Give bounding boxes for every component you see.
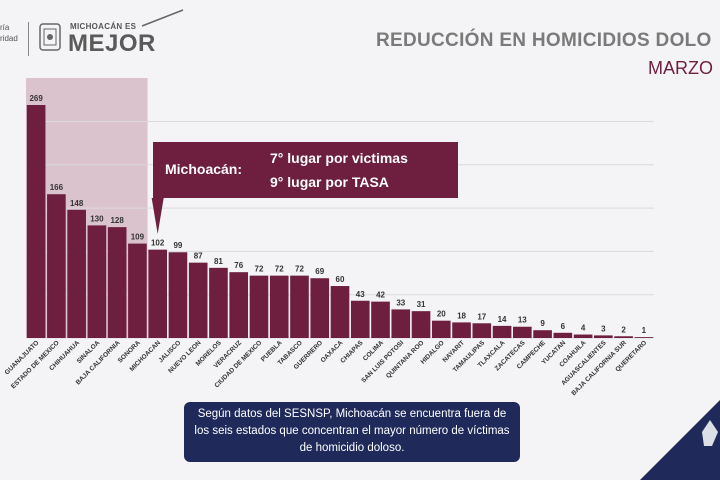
data-label: 20 bbox=[437, 310, 446, 319]
bar bbox=[209, 267, 228, 338]
bar bbox=[269, 275, 289, 338]
data-label: 1 bbox=[642, 326, 647, 335]
data-label: 76 bbox=[234, 261, 243, 270]
bar bbox=[128, 243, 147, 338]
callout-victims-rank: 7° lugar por victimas bbox=[270, 150, 408, 166]
data-label: 43 bbox=[356, 290, 365, 299]
data-label: 109 bbox=[131, 233, 145, 242]
data-label: 87 bbox=[194, 252, 203, 261]
bar bbox=[148, 249, 167, 338]
data-label: 4 bbox=[581, 324, 586, 333]
bar bbox=[513, 326, 532, 338]
bar bbox=[67, 209, 86, 338]
callout-pointer bbox=[151, 198, 164, 234]
data-label: 31 bbox=[417, 300, 426, 309]
data-label: 18 bbox=[457, 311, 466, 320]
callout-rate-rank: 9° lugar por TASA bbox=[270, 174, 389, 190]
bar bbox=[249, 275, 269, 338]
logo-divider bbox=[28, 22, 29, 56]
bar bbox=[310, 278, 330, 338]
bar bbox=[107, 227, 127, 338]
data-label: 42 bbox=[376, 291, 385, 300]
data-label: 14 bbox=[498, 315, 507, 324]
data-label: 81 bbox=[214, 257, 223, 266]
data-label: 9 bbox=[540, 319, 545, 328]
sesnsp-note: Según datos del SESNSP, Michoacán se enc… bbox=[184, 402, 520, 462]
data-label: 69 bbox=[315, 267, 324, 276]
bar bbox=[573, 334, 593, 338]
bar bbox=[391, 309, 411, 338]
data-label: 13 bbox=[518, 316, 527, 325]
bar bbox=[330, 286, 350, 338]
gov-text-line1: ría bbox=[0, 23, 10, 32]
bar bbox=[188, 262, 208, 338]
data-label: 130 bbox=[90, 214, 104, 223]
data-label: 17 bbox=[477, 312, 486, 321]
bar bbox=[553, 332, 573, 338]
data-label: 2 bbox=[621, 325, 626, 334]
bar bbox=[634, 337, 654, 338]
data-label: 3 bbox=[601, 324, 606, 333]
data-label: 60 bbox=[336, 275, 345, 284]
callout-state: Michoacán: bbox=[165, 161, 243, 177]
bar bbox=[47, 194, 66, 338]
category-label: CHIAPAS bbox=[339, 339, 365, 365]
bar bbox=[26, 105, 46, 338]
bar bbox=[533, 330, 552, 338]
data-label: 128 bbox=[110, 216, 124, 225]
bar bbox=[452, 322, 471, 338]
bar bbox=[290, 275, 309, 338]
bar bbox=[168, 252, 188, 338]
data-label: 99 bbox=[173, 241, 182, 250]
bar bbox=[371, 301, 390, 338]
bar bbox=[411, 311, 431, 338]
bar bbox=[472, 323, 492, 338]
data-label: 102 bbox=[151, 239, 165, 248]
data-label: 72 bbox=[295, 265, 304, 274]
bar bbox=[614, 336, 633, 338]
bar bbox=[492, 325, 512, 338]
data-label: 166 bbox=[50, 183, 64, 192]
brand-top: MICHOACÁN ES bbox=[70, 22, 137, 31]
data-label: 148 bbox=[70, 199, 84, 208]
cable-car-icon bbox=[141, 9, 184, 27]
header-logos: ría ridad MICHOACÁN ES MEJOR bbox=[0, 8, 200, 58]
data-label: 6 bbox=[561, 322, 566, 331]
category-label: GUANAJUATO bbox=[4, 339, 41, 376]
brand-logo: MEJOR bbox=[68, 30, 156, 57]
state-seal-icon bbox=[39, 23, 61, 51]
data-label: 72 bbox=[275, 265, 284, 274]
bar bbox=[594, 335, 613, 338]
data-label: 72 bbox=[255, 265, 264, 274]
data-label: 269 bbox=[29, 94, 43, 103]
data-label: 33 bbox=[396, 298, 405, 307]
gov-text: ría ridad bbox=[0, 22, 18, 44]
bar bbox=[350, 300, 370, 338]
page-subtitle: MARZO bbox=[648, 58, 713, 78]
michoacan-callout: Michoacán: 7° lugar por victimas 9° luga… bbox=[153, 142, 458, 198]
bar bbox=[431, 320, 451, 338]
bar bbox=[229, 272, 249, 338]
page-title: REDUCCIÓN EN HOMICIDIOS DOLO bbox=[376, 30, 712, 51]
gov-text-line2: ridad bbox=[0, 34, 18, 43]
bar bbox=[87, 225, 107, 338]
